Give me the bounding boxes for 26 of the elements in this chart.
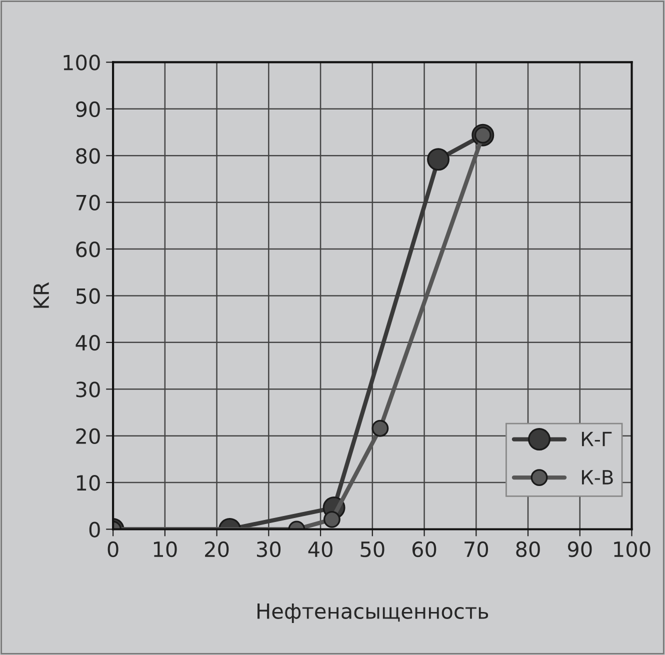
x-tick-label: 60 xyxy=(412,541,436,558)
x-tick-label: 100 xyxy=(614,541,650,558)
y-tick-label: 50 xyxy=(76,288,100,304)
x-axis-title: Нефтенасыщенность xyxy=(258,604,488,624)
y-tick-label: 100 xyxy=(64,54,100,70)
x-tick-label: 40 xyxy=(308,541,332,558)
x-tick-label: 30 xyxy=(256,541,281,558)
x-tick-label: 0 xyxy=(108,541,118,558)
x-tick-label: 20 xyxy=(205,541,229,558)
x-tick-label: 80 xyxy=(516,541,540,558)
y-tick-label: 30 xyxy=(76,382,100,398)
y-tick-label: 80 xyxy=(76,148,100,164)
x-tick-label: 50 xyxy=(360,541,384,558)
y-axis-title: KR xyxy=(34,282,49,308)
y-tick-label: 10 xyxy=(77,474,100,491)
x-tick-label: 70 xyxy=(464,541,488,558)
y-tick-label: 0 xyxy=(89,522,100,538)
y-tick-label: 70 xyxy=(76,194,100,211)
legend-label: К-В xyxy=(582,470,613,484)
x-tick-label: 90 xyxy=(568,541,592,558)
y-tick-label: 90 xyxy=(76,101,100,118)
y-tick-label: 20 xyxy=(76,428,100,444)
y-tick-label: 40 xyxy=(76,334,100,351)
y-tick-label: 60 xyxy=(76,241,100,258)
x-tick-label: 10 xyxy=(154,541,177,558)
legend-label: К-Г xyxy=(582,432,612,446)
